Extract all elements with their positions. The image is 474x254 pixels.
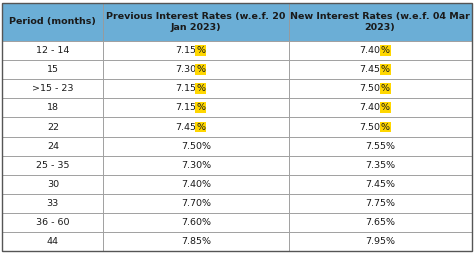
Text: 44: 44 [47,237,59,246]
Bar [289,41,472,60]
Bar [103,3,289,41]
Bar [2,137,103,156]
Bar [103,137,289,156]
Text: %: % [381,46,390,55]
Text: 7.45: 7.45 [359,65,380,74]
Text: 7.30%: 7.30% [181,161,211,170]
Bar [2,117,103,137]
Bar [103,213,289,232]
Text: %: % [381,84,390,93]
Text: 7.40: 7.40 [359,103,380,112]
Bar [2,98,103,117]
Bar [289,137,472,156]
Bar [289,98,472,117]
Bar [2,232,103,251]
Bar [103,232,289,251]
Text: %: % [196,122,205,132]
Bar [103,60,289,79]
Text: 7.35%: 7.35% [365,161,395,170]
Text: 15: 15 [47,65,59,74]
Bar [2,194,103,213]
Text: 7.40: 7.40 [359,46,380,55]
Text: 36 - 60: 36 - 60 [36,218,70,227]
Text: 7.15: 7.15 [175,103,196,112]
Text: >15 - 23: >15 - 23 [32,84,73,93]
Bar [289,60,472,79]
Text: 7.50: 7.50 [359,122,380,132]
Bar [2,79,103,98]
Bar [2,41,103,60]
Text: 7.30: 7.30 [175,65,196,74]
Text: 22: 22 [47,122,59,132]
Text: %: % [381,122,390,132]
Text: 7.45%: 7.45% [365,180,395,189]
Text: Period (months): Period (months) [9,17,96,26]
Text: 7.60%: 7.60% [181,218,211,227]
Bar [2,156,103,175]
Text: 30: 30 [47,180,59,189]
Text: 7.15: 7.15 [175,84,196,93]
Text: %: % [196,84,205,93]
Text: 7.15: 7.15 [175,46,196,55]
Bar [103,41,289,60]
Bar [2,175,103,194]
Text: %: % [381,103,390,112]
Text: 7.85%: 7.85% [181,237,211,246]
Bar [103,79,289,98]
Text: 18: 18 [47,103,59,112]
Bar [103,117,289,137]
Bar [2,60,103,79]
Bar [103,175,289,194]
Text: 7.75%: 7.75% [365,199,395,208]
Text: 7.70%: 7.70% [181,199,211,208]
Text: %: % [381,65,390,74]
Text: %: % [196,46,205,55]
Text: 33: 33 [47,199,59,208]
Text: 7.45: 7.45 [175,122,196,132]
Bar [289,213,472,232]
Bar [103,156,289,175]
Bar [289,156,472,175]
Bar [289,117,472,137]
Text: 12 - 14: 12 - 14 [36,46,70,55]
Text: 25 - 35: 25 - 35 [36,161,70,170]
Text: Previous Interest Rates (w.e.f. 20
Jan 2023): Previous Interest Rates (w.e.f. 20 Jan 2… [106,12,286,32]
Bar [289,175,472,194]
Text: 7.55%: 7.55% [365,142,395,151]
Bar [289,79,472,98]
Text: %: % [196,103,205,112]
Bar [2,3,103,41]
Text: 7.50%: 7.50% [181,142,211,151]
Text: 7.65%: 7.65% [365,218,395,227]
Text: New Interest Rates (w.e.f. 04 Mar
2023): New Interest Rates (w.e.f. 04 Mar 2023) [290,12,470,32]
Bar [103,98,289,117]
Bar [289,194,472,213]
Text: 7.95%: 7.95% [365,237,395,246]
Bar [2,213,103,232]
Text: %: % [196,65,205,74]
Text: 7.40%: 7.40% [181,180,211,189]
Bar [103,194,289,213]
Text: 7.50: 7.50 [359,84,380,93]
Text: 24: 24 [47,142,59,151]
Bar [289,232,472,251]
Bar [289,3,472,41]
